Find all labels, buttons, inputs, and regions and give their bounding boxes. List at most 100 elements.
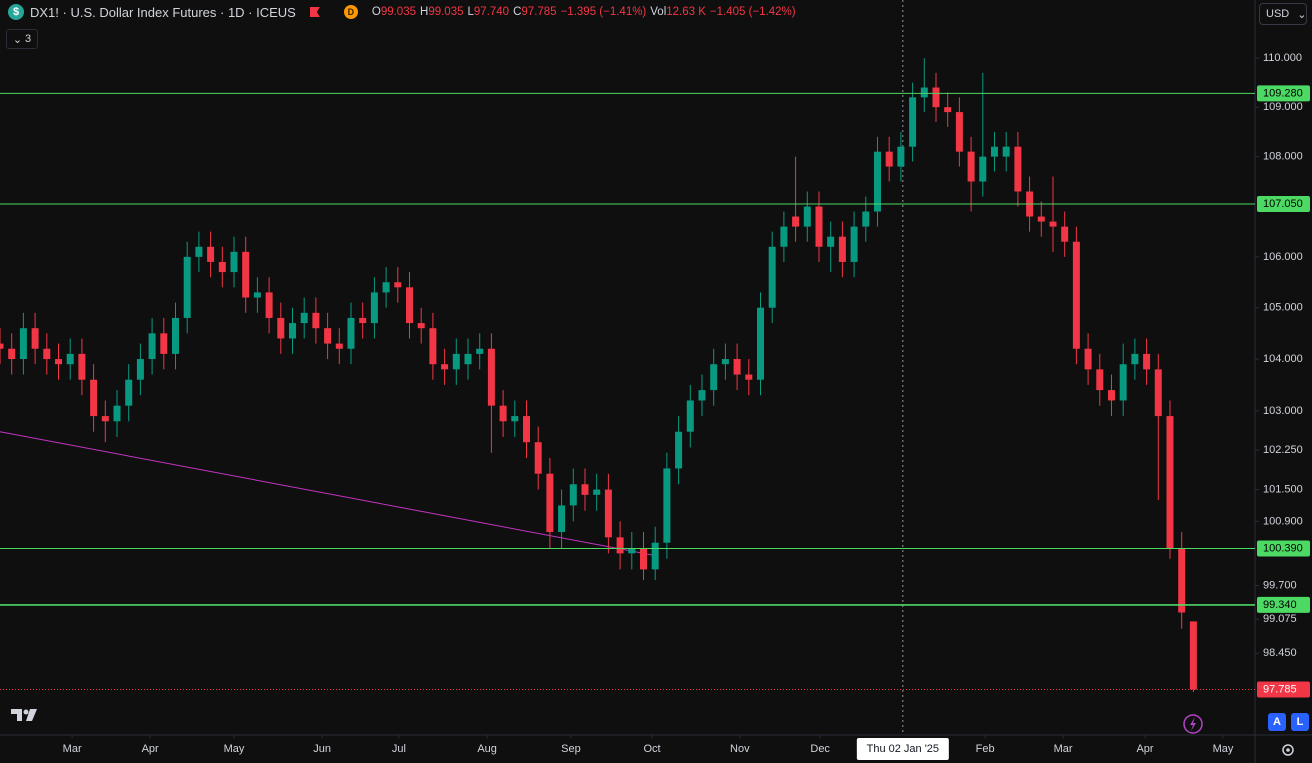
x-tick-label: Jul (392, 743, 406, 755)
candle-body (136, 359, 144, 380)
level-label-box (1257, 540, 1310, 557)
candle-body (581, 484, 589, 495)
x-tick-label: Nov (730, 743, 750, 755)
candle-body (663, 468, 671, 543)
x-tick-label: Sep (561, 743, 581, 755)
candle-body (417, 323, 425, 329)
candle-body (639, 548, 647, 570)
candle-body (324, 328, 332, 344)
candle-body (569, 484, 577, 506)
x-tick-label: Mar (63, 743, 82, 755)
candle-body (1107, 390, 1115, 401)
candle-body (499, 405, 507, 422)
symbol-icon: $ (8, 4, 24, 20)
candle-body (1002, 146, 1010, 157)
candle-body (1189, 621, 1197, 690)
y-tick-label: 98.450 (1263, 647, 1297, 659)
candle-body (651, 542, 659, 570)
candle-body (265, 292, 273, 318)
x-tick-label: Apr (1136, 743, 1153, 755)
ohlc-key: H (420, 6, 429, 18)
candle-body (171, 317, 179, 354)
y-tick-label: 105.000 (1263, 302, 1303, 314)
indicator-toggle[interactable]: ⌄ 3 (6, 29, 38, 49)
x-tick-label: Jun (313, 743, 331, 755)
candle-body (1096, 369, 1104, 391)
candle-body (756, 307, 764, 380)
y-tick-label: 100.900 (1263, 515, 1303, 527)
currency-select[interactable]: USD ⌄ (1259, 3, 1307, 25)
auto-scale-button[interactable]: A (1268, 713, 1286, 731)
candle-body (990, 146, 998, 157)
candle-body (593, 489, 601, 495)
candle-body (487, 348, 495, 406)
candle-body (721, 359, 729, 365)
candle-body (1143, 353, 1151, 370)
ohlc-key: C (513, 6, 522, 18)
y-tick-label: 102.250 (1263, 444, 1303, 456)
candle-body (862, 211, 870, 227)
settings-button[interactable] (1282, 744, 1294, 756)
candle-body (452, 353, 460, 370)
candle-body (0, 343, 4, 349)
candle-body (873, 151, 881, 212)
x-tick-label: Oct (644, 743, 661, 755)
y-tick-label: 99.075 (1263, 613, 1297, 625)
volume-key: Vol (650, 6, 667, 18)
candle-body (1154, 369, 1162, 417)
x-tick-label: Mar (1054, 743, 1073, 755)
header: $ DX1! · U.S. Dollar Index Futures · 1D … (8, 4, 800, 20)
candle-body (534, 442, 542, 474)
candle-body (394, 282, 402, 288)
candle-body (850, 226, 858, 262)
candle-body (19, 328, 27, 360)
chevron: ⌄ (12, 33, 23, 46)
x-tick-label: May (1213, 743, 1234, 755)
change: −1.395 (−1.41%) (560, 6, 647, 18)
y-tick-label: 110.000 (1263, 52, 1302, 64)
x-tick-label: Apr (142, 743, 159, 755)
candle-body (1037, 216, 1045, 222)
volume-change: −1.405 (−1.42%) (709, 6, 796, 18)
candle-body (300, 312, 308, 324)
candle-body (686, 400, 694, 432)
last-price-box (1257, 681, 1310, 698)
ohlc-value: 97.740 (473, 6, 510, 18)
candle-body (815, 206, 823, 247)
x-tick-label: Feb (976, 743, 995, 755)
candle-body (8, 348, 16, 360)
candle-body (628, 548, 636, 554)
crosshair-label: Thu 02 Jan '25 (867, 743, 939, 755)
candle-body (148, 333, 156, 360)
candle-body (207, 246, 215, 262)
candle-body (43, 348, 51, 360)
x-tick-label: Aug (477, 743, 497, 755)
candle-body (90, 379, 98, 417)
ohlc-key: L (467, 6, 474, 18)
symbol-title[interactable]: DX1! · U.S. Dollar Index Futures · 1D · … (30, 4, 296, 20)
candle-body (66, 353, 74, 365)
candle-body (511, 416, 519, 422)
candle-body (31, 328, 39, 349)
log-scale-button[interactable]: L (1291, 713, 1309, 731)
candle-body (218, 261, 226, 273)
candle-body (429, 328, 437, 365)
x-tick-label: May (224, 743, 245, 755)
candle-body (1014, 146, 1022, 192)
candle-body (944, 107, 952, 113)
candle-body (277, 317, 285, 339)
level-label: 107.050 (1263, 198, 1303, 210)
candle-body (335, 343, 343, 349)
ohlc-values: O 99.035 H 99.035 L 97.740 C 97.785 −1.395 (−1.4… (372, 6, 800, 18)
candle-body (838, 236, 846, 262)
candle-body (792, 216, 800, 227)
candle-body (253, 292, 261, 298)
level-label: 109.280 (1263, 87, 1303, 99)
flag-icon[interactable] (309, 7, 320, 17)
lightning-button[interactable] (1183, 714, 1203, 734)
y-tick-label: 99.700 (1263, 579, 1297, 591)
candle-body (160, 333, 168, 354)
candle-body (967, 151, 975, 182)
candle-body (54, 359, 62, 365)
